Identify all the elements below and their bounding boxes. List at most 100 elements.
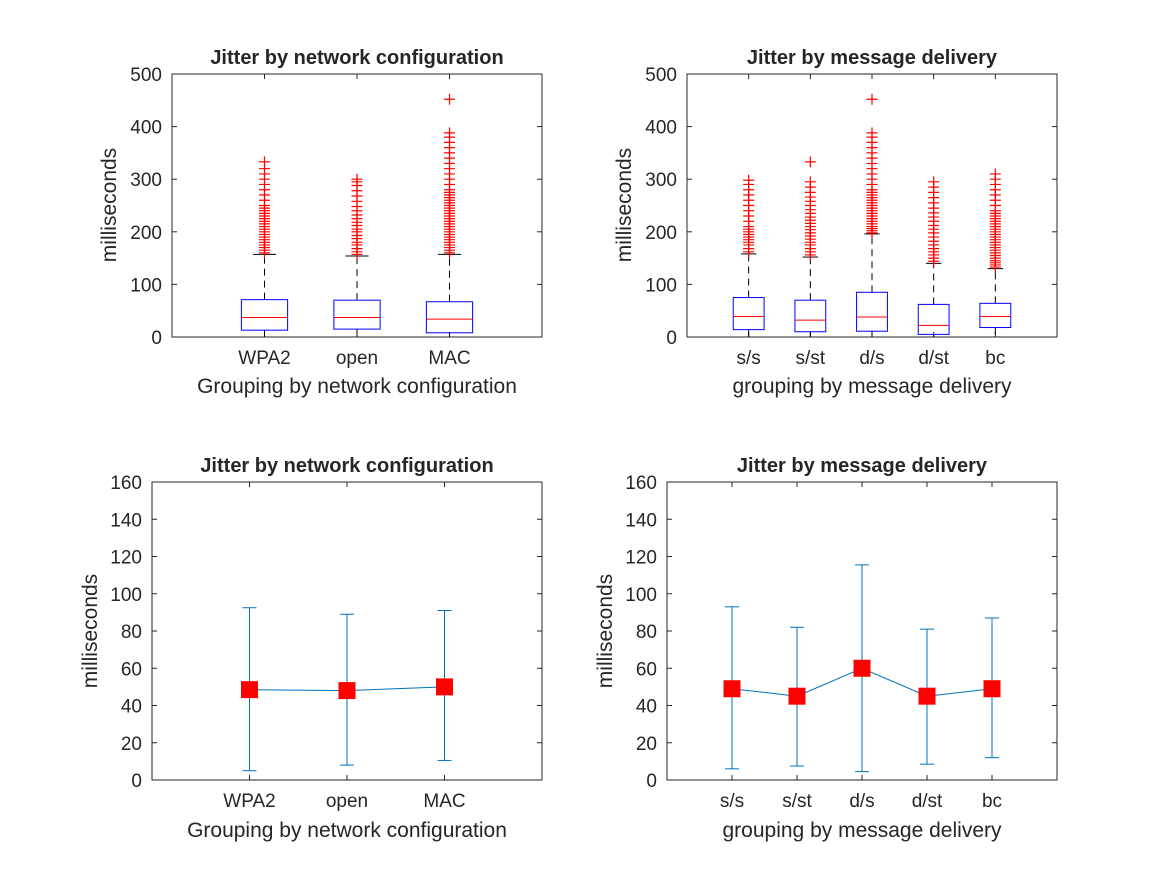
y-tick-label: 60: [121, 659, 142, 680]
y-axis: 0 20 40 60 80 100 120 140 160: [110, 473, 542, 792]
outlier-marker: [259, 156, 270, 168]
chart-title: Jitter by message delivery: [747, 47, 998, 69]
chart-title: Jitter by message delivery: [737, 455, 988, 477]
y-tick-label: 160: [625, 473, 657, 494]
box: [856, 291, 888, 332]
y-tick-label: 300: [130, 170, 162, 191]
x-tick-label: s/st: [796, 348, 826, 369]
y-tick-label: 100: [110, 585, 142, 606]
y-tick-label: 0: [151, 328, 162, 349]
x-tick-label: s/st: [782, 791, 812, 812]
errorbar-message-delivery: Jitter by message delivery grouping by m…: [594, 455, 1058, 842]
y-tick-label: 60: [636, 659, 657, 680]
x-tick-label: MAC: [423, 791, 465, 812]
y-tick-label: 400: [130, 118, 162, 139]
x-tick-label: bc: [982, 791, 1002, 812]
outlier-marker: [989, 168, 1001, 180]
x-axis-label: Grouping by network configuration: [187, 819, 507, 842]
y-tick-label: 20: [636, 734, 657, 755]
y-tick-label: 140: [625, 510, 657, 531]
y-tick-label: 0: [666, 328, 677, 349]
y-axis: 0 100 200 300 400 500: [645, 65, 1057, 349]
plot-marks: [723, 564, 1001, 773]
y-tick-label: 80: [121, 622, 142, 643]
y-tick-label: 300: [645, 170, 677, 191]
mean-marker: [918, 687, 936, 705]
y-tick-label: 100: [625, 585, 657, 606]
boxplot-network-configuration: Jitter by network configuration Grouping…: [98, 47, 543, 398]
box: [732, 297, 765, 331]
y-tick-label: 80: [636, 622, 657, 643]
x-tick-label: d/s: [859, 348, 884, 369]
y-axis-label: milliseconds: [98, 148, 121, 262]
y-axis: 0 100 200 300 400 500: [130, 65, 542, 349]
chart-title: Jitter by network configuration: [210, 47, 503, 69]
mean-marker: [241, 681, 258, 699]
box: [979, 302, 1012, 329]
x-tick-label: s/s: [737, 348, 761, 369]
y-tick-label: 0: [131, 771, 142, 792]
outlier-marker: [804, 156, 816, 168]
x-tick-label: d/s: [849, 791, 874, 812]
y-tick-label: 100: [645, 275, 677, 296]
y-tick-label: 400: [645, 118, 677, 139]
y-tick-label: 120: [625, 548, 657, 569]
x-axis: s/s s/st d/s d/st bc: [720, 482, 1002, 812]
x-tick-label: MAC: [428, 348, 470, 369]
x-tick-label: open: [336, 348, 378, 369]
y-axis-label: milliseconds: [594, 574, 617, 688]
outlier-marker: [804, 176, 816, 188]
y-tick-label: 200: [645, 223, 677, 244]
box: [917, 303, 950, 335]
mean-marker: [853, 659, 871, 677]
errorbar-network-configuration: Jitter by network configuration Grouping…: [79, 455, 543, 842]
y-tick-label: 500: [130, 65, 162, 86]
x-tick-label: bc: [985, 348, 1005, 369]
x-tick-label: WPA2: [223, 791, 275, 812]
outlier-marker: [866, 127, 878, 139]
mean-marker: [983, 680, 1001, 698]
mean-marker: [788, 687, 806, 705]
box: [333, 299, 381, 330]
y-tick-label: 40: [636, 697, 657, 718]
mean-marker: [723, 680, 741, 698]
x-tick-label: d/st: [912, 791, 943, 812]
y-tick-label: 40: [121, 697, 142, 718]
y-tick-label: 20: [121, 734, 142, 755]
x-axis-label: Grouping by network configuration: [197, 375, 517, 398]
mean-marker: [338, 682, 356, 700]
x-axis: s/s s/st d/s d/st bc: [737, 74, 1005, 369]
chart-title: Jitter by network configuration: [200, 455, 493, 477]
y-axis-label: milliseconds: [79, 574, 102, 688]
x-axis: WPA2 open MAC: [238, 74, 471, 369]
box: [425, 301, 474, 334]
outlier-marker: [928, 176, 940, 188]
y-tick-label: 100: [130, 275, 162, 296]
y-tick-label: 500: [645, 65, 677, 86]
x-tick-label: d/st: [918, 348, 949, 369]
y-tick-label: 0: [646, 771, 657, 792]
y-tick-label: 160: [110, 473, 142, 494]
outlier-marker: [743, 174, 755, 186]
outlier-marker: [444, 93, 455, 105]
outlier-marker: [866, 93, 878, 105]
x-tick-label: WPA2: [238, 348, 290, 369]
x-axis-label: grouping by message delivery: [733, 375, 1012, 398]
x-axis: WPA2 open MAC: [223, 482, 466, 812]
y-tick-label: 200: [130, 223, 162, 244]
mean-marker: [436, 678, 453, 696]
boxplot-message-delivery: Jitter by message delivery grouping by m…: [613, 47, 1058, 398]
box: [794, 299, 827, 333]
y-tick-label: 140: [110, 510, 142, 531]
y-axis-label: milliseconds: [613, 148, 636, 262]
outlier-marker: [351, 173, 363, 185]
box: [240, 299, 289, 331]
x-tick-label: s/s: [720, 791, 744, 812]
plot-marks: [732, 93, 1012, 337]
plot-marks: [240, 93, 474, 337]
x-axis-label: grouping by message delivery: [723, 819, 1002, 842]
y-axis: 0 20 40 60 80 100 120 140 160: [625, 473, 1057, 792]
plot-marks: [241, 607, 453, 772]
x-tick-label: open: [326, 791, 368, 812]
